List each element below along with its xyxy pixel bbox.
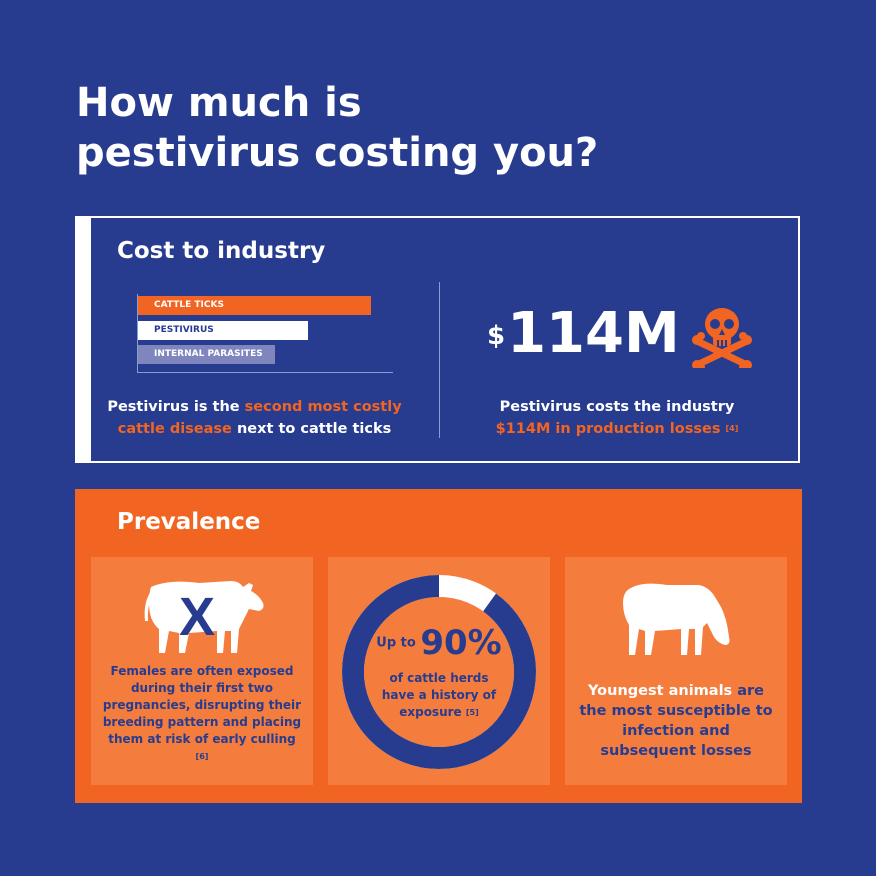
up-to-text: Up to bbox=[376, 635, 416, 651]
cost-panel-accent bbox=[77, 218, 91, 461]
cost-ranking-bars: CATTLE TICKS PESTIVIRUS INTERNAL PARASIT… bbox=[137, 294, 393, 373]
donut-center bbox=[364, 597, 514, 747]
cost-value: 114M bbox=[507, 301, 680, 366]
cost-big-number: $114M bbox=[487, 304, 680, 364]
cost-losses-highlight: $114M in production losses bbox=[495, 421, 721, 437]
cost-ranking-text: Pestivirus is the second most costly cat… bbox=[97, 396, 412, 440]
females-text-body: Females are often exposed during their f… bbox=[102, 664, 302, 746]
prevalence-heading: Prevalence bbox=[117, 509, 261, 535]
skull-crossbones-icon bbox=[692, 308, 752, 368]
cost-losses-ref: [4] bbox=[725, 424, 739, 433]
percent-value: 90% bbox=[420, 623, 502, 663]
young-animals-body: are the most susceptible to infection an… bbox=[579, 683, 773, 759]
cow-with-x-icon: X bbox=[144, 581, 264, 653]
prevalence-card-females: X Females are often exposed during their… bbox=[91, 557, 313, 785]
cost-ranking-highlight: second most costly cattle disease bbox=[117, 399, 402, 437]
cost-ranking-text-part2: next to cattle ticks bbox=[231, 421, 392, 437]
herds-text-body: of cattle herds have a history of exposu… bbox=[381, 671, 497, 719]
cost-losses-text: Pestivirus costs the industry $114M in p… bbox=[457, 396, 777, 440]
exposure-donut-chart bbox=[342, 575, 536, 769]
donut-arc-90-percent bbox=[342, 575, 536, 769]
page-title: How much is pestivirus costing you? bbox=[76, 78, 776, 178]
herds-ref: [5] bbox=[465, 708, 479, 717]
up-to-label: Up to 90% bbox=[373, 626, 505, 660]
currency-symbol: $ bbox=[487, 321, 506, 351]
grazing-cow-icon bbox=[623, 583, 730, 655]
cost-heading: Cost to industry bbox=[117, 238, 326, 264]
cost-losses-line1: Pestivirus costs the industry bbox=[499, 399, 735, 415]
bar-pestivirus: PESTIVIRUS bbox=[138, 321, 308, 340]
prevalence-panel: Prevalence X Females are often exposed d… bbox=[75, 489, 802, 803]
cost-divider bbox=[439, 282, 440, 438]
prevalence-card-herds: Up to 90% of cattle herds have a history… bbox=[328, 557, 550, 785]
young-animals-highlight: Youngest animals bbox=[588, 683, 733, 699]
cost-ranking-text-part1: Pestivirus is the bbox=[107, 399, 245, 415]
herds-text: of cattle herds have a history of exposu… bbox=[373, 670, 505, 721]
cost-panel: Cost to industry CATTLE TICKS PESTIVIRUS… bbox=[75, 216, 800, 463]
title-line-1: How much is bbox=[76, 80, 362, 126]
prevalence-card-young: Youngest animals are the most susceptibl… bbox=[565, 557, 787, 785]
females-text: Females are often exposed during their f… bbox=[101, 663, 303, 765]
cow-x-mark: X bbox=[179, 587, 215, 647]
bar-internal-parasites: INTERNAL PARASITES bbox=[138, 345, 275, 364]
young-animals-text: Youngest animals are the most susceptibl… bbox=[575, 681, 777, 761]
title-line-2: pestivirus costing you? bbox=[76, 130, 599, 176]
females-ref: [6] bbox=[195, 752, 209, 761]
bar-cattle-ticks: CATTLE TICKS bbox=[138, 296, 371, 315]
